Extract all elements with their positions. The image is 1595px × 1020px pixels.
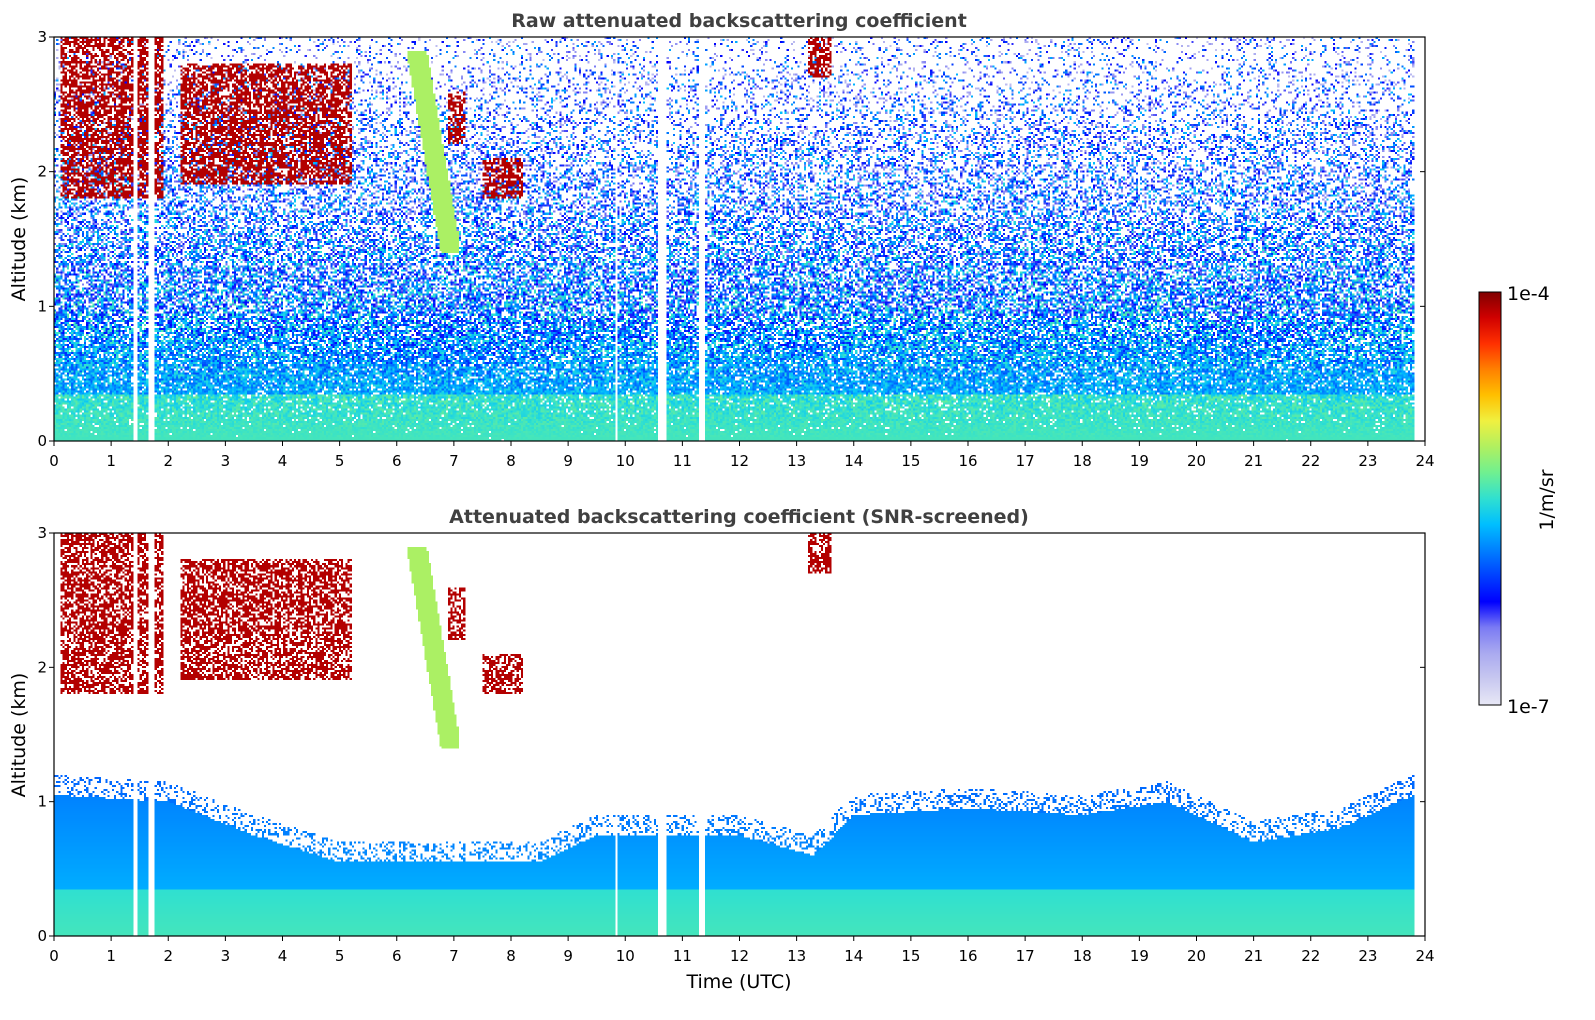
x-tick-label: 23	[1358, 452, 1377, 470]
top-plot-frame	[53, 36, 1426, 442]
x-tick-label: 15	[901, 947, 920, 965]
bottom-chart-title: Attenuated backscattering coefficient (S…	[449, 506, 1029, 528]
bottom-y-axis-label: Altitude (km)	[8, 673, 30, 798]
x-tick-label: 18	[1073, 452, 1092, 470]
x-tick-label: 2	[163, 947, 173, 965]
x-tick-label: 9	[563, 452, 573, 470]
x-tick-label: 6	[392, 947, 402, 965]
x-tick-label: 20	[1187, 452, 1206, 470]
y-tick-label: 2	[37, 658, 47, 676]
x-tick-label: 5	[335, 452, 345, 470]
x-tick-label: 10	[616, 947, 635, 965]
x-tick-label: 3	[221, 947, 231, 965]
x-tick-label: 14	[844, 947, 863, 965]
top-y-axis-label: Altitude (km)	[8, 177, 30, 302]
x-tick-label: 4	[278, 947, 288, 965]
x-tick-label: 11	[673, 452, 692, 470]
x-tick-label: 9	[563, 947, 573, 965]
x-tick-label: 6	[392, 452, 402, 470]
y-tick-label: 0	[37, 927, 47, 945]
colorbar	[1478, 291, 1502, 706]
x-tick-label: 19	[1130, 452, 1149, 470]
x-tick-label: 21	[1244, 947, 1263, 965]
raw-backscatter-heatmap	[54, 37, 1425, 441]
x-tick-label: 7	[449, 452, 459, 470]
x-tick-label: 20	[1187, 947, 1206, 965]
x-tick-label: 5	[335, 947, 345, 965]
screened-backscatter-heatmap	[54, 533, 1425, 936]
x-tick-label: 13	[787, 452, 806, 470]
x-tick-label: 12	[730, 947, 749, 965]
y-tick-label: 0	[37, 432, 47, 450]
y-tick-label: 3	[37, 524, 47, 542]
top-chart-title: Raw attenuated backscattering coefficien…	[511, 10, 967, 32]
x-tick-label: 0	[49, 452, 59, 470]
bottom-axis-ticks: 0 1 2 3 4 5 6 7 8 9 10 11 12 13 14 15 16 17 18 19 20 21 22 23 24…	[37, 524, 1434, 965]
x-tick-label: 23	[1358, 947, 1377, 965]
bottom-plot-frame	[53, 532, 1426, 937]
x-tick-label: 17	[1016, 947, 1035, 965]
x-tick-label: 16	[958, 452, 977, 470]
y-tick-label: 2	[37, 163, 47, 181]
x-tick-label: 4	[278, 452, 288, 470]
x-tick-label: 21	[1244, 452, 1263, 470]
x-tick-label: 18	[1073, 947, 1092, 965]
colorbar-min-label: 1e-7	[1507, 696, 1550, 718]
x-tick-label: 17	[1016, 452, 1035, 470]
x-tick-label: 16	[958, 947, 977, 965]
x-tick-label: 15	[901, 452, 920, 470]
top-axis-ticks: 0 1 2 3 4 5 6 7 8 9 10 11 12 13 14 15 16 17 18 19 20 21 22 23 24…	[37, 28, 1434, 470]
x-tick-label: 22	[1301, 947, 1320, 965]
x-tick-label: 12	[730, 452, 749, 470]
x-tick-label: 7	[449, 947, 459, 965]
colorbar-unit-label: 1/m/sr	[1536, 469, 1558, 530]
x-tick-label: 14	[844, 452, 863, 470]
x-tick-label: 0	[49, 947, 59, 965]
x-tick-label: 1	[106, 947, 116, 965]
x-tick-label: 10	[616, 452, 635, 470]
colorbar-max-label: 1e-4	[1507, 283, 1550, 305]
x-tick-label: 24	[1415, 452, 1434, 470]
x-tick-label: 19	[1130, 947, 1149, 965]
x-tick-label: 11	[673, 947, 692, 965]
y-tick-label: 3	[37, 28, 47, 46]
y-tick-label: 1	[37, 793, 47, 811]
x-axis-label: Time (UTC)	[685, 971, 791, 993]
x-tick-label: 1	[106, 452, 116, 470]
x-tick-label: 13	[787, 947, 806, 965]
x-tick-label: 3	[221, 452, 231, 470]
y-tick-label: 1	[37, 297, 47, 315]
x-tick-label: 8	[506, 452, 516, 470]
x-tick-label: 2	[163, 452, 173, 470]
x-tick-label: 24	[1415, 947, 1434, 965]
x-tick-label: 22	[1301, 452, 1320, 470]
x-tick-label: 8	[506, 947, 516, 965]
